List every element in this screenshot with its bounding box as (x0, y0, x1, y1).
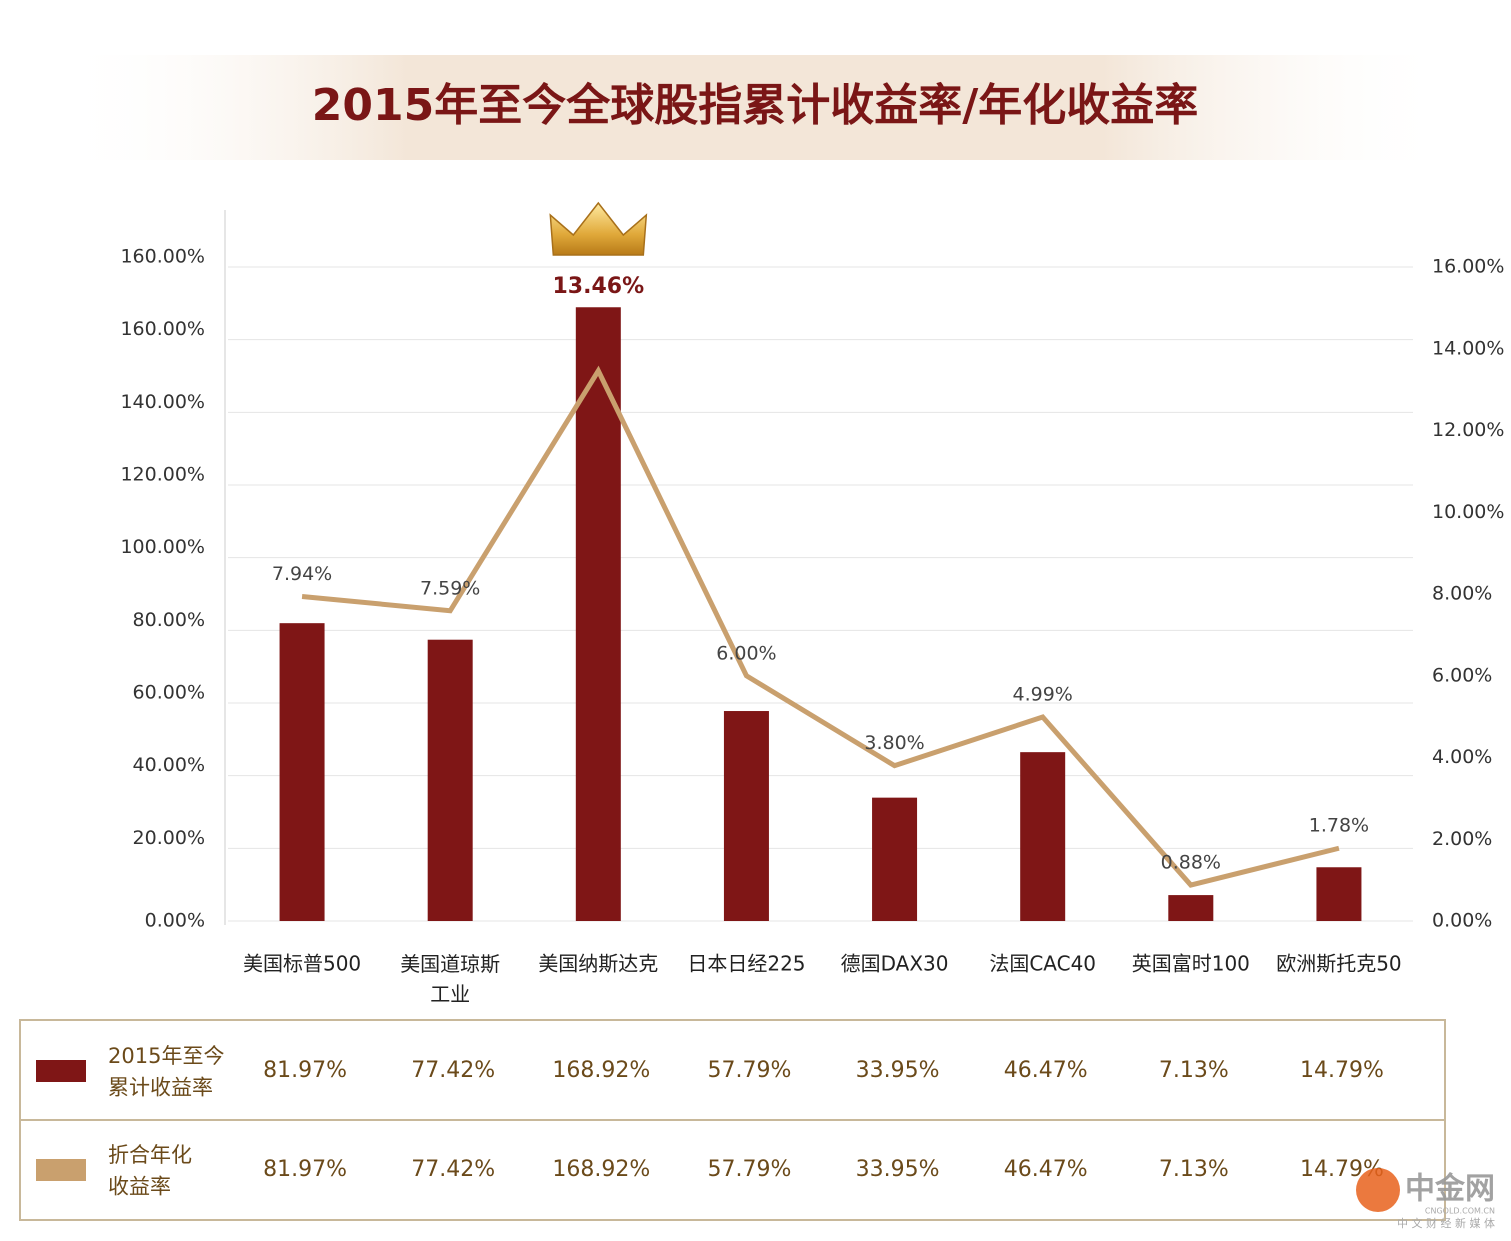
data-label: 3.80% (864, 732, 924, 754)
data-label: 0.88% (1161, 852, 1221, 874)
data-label: 7.94% (272, 563, 332, 585)
data-label: 6.00% (716, 642, 776, 664)
legend-label: 折合年化收益率 (108, 1143, 192, 1199)
y2-tick-label: 10.00% (1432, 501, 1504, 523)
x-tick-label: 美国道琼斯工业 (400, 952, 500, 1006)
x-tick-label: 法国CAC40 (989, 952, 1096, 976)
table-cell: 81.97% (263, 1157, 347, 1182)
table-cell: 33.95% (856, 1058, 940, 1083)
chart-title: 2015年至今全球股指累计收益率/年化收益率 (312, 80, 1199, 131)
bar (427, 639, 473, 921)
watermark-slogan: 中 文 财 经 新 媒 体 (1397, 1216, 1495, 1230)
y-tick-label: 20.00% (133, 827, 205, 849)
y-tick-label: 100.00% (120, 536, 205, 558)
table-cell: 168.92% (552, 1058, 650, 1083)
table-cell: 77.42% (411, 1157, 495, 1182)
bar (1020, 752, 1066, 921)
data-label: 1.78% (1309, 815, 1369, 837)
x-tick-label: 欧洲斯托克50 (1276, 952, 1401, 976)
y-tick-label: 140.00% (120, 391, 205, 413)
y2-tick-label: 8.00% (1432, 583, 1492, 605)
y-tick-label: 160.00% (120, 246, 205, 268)
bar (872, 797, 918, 921)
line (301, 365, 1340, 888)
y-tick-label: 0.00% (145, 910, 205, 932)
y2-tick-label: 0.00% (1432, 910, 1492, 932)
watermark-logo (1356, 1168, 1400, 1212)
watermark-domain: CNGOLD.COM.CN (1425, 1207, 1495, 1216)
x-tick-label: 美国标普500 (243, 952, 361, 976)
data-label: 7.59% (420, 577, 480, 599)
crown (549, 201, 648, 256)
bar (575, 307, 621, 921)
legend-swatch (36, 1060, 86, 1082)
bar (723, 711, 769, 921)
table-cell: 57.79% (707, 1157, 791, 1182)
y2-tick-label: 14.00% (1432, 337, 1504, 359)
y2-tick-label: 16.00% (1432, 256, 1504, 278)
y-tick-label: 120.00% (120, 464, 205, 486)
x-tick-label: 日本日经225 (687, 952, 805, 976)
title-band (60, 55, 1450, 160)
watermark-name: 中金网 (1405, 1172, 1495, 1207)
table-cell: 46.47% (1004, 1157, 1088, 1182)
y2-tick-label: 4.00% (1432, 746, 1492, 768)
data-label: 4.99% (1013, 684, 1073, 706)
legend-label: 2015年至今累计收益率 (108, 1044, 224, 1100)
table-cell: 81.97% (263, 1058, 347, 1083)
data-label: 13.46% (552, 274, 644, 299)
y2-tick-label: 6.00% (1432, 664, 1492, 686)
table-cell: 7.13% (1159, 1058, 1229, 1083)
y2-tick-label: 12.00% (1432, 419, 1504, 441)
x-tick-label: 美国纳斯达克 (538, 952, 658, 976)
y2-tick-label: 2.00% (1432, 828, 1492, 850)
legend-swatch (36, 1159, 86, 1181)
y-tick-label: 40.00% (133, 754, 205, 776)
bar (1316, 867, 1362, 921)
table-cell: 77.42% (411, 1058, 495, 1083)
x-tick-label: 英国富时100 (1132, 952, 1250, 976)
table-cell: 168.92% (552, 1157, 650, 1182)
y-tick-label: 80.00% (133, 609, 205, 631)
y-tick-label: 60.00% (133, 682, 205, 704)
table-cell: 7.13% (1159, 1157, 1229, 1182)
table-cell: 46.47% (1004, 1058, 1088, 1083)
table-cell: 57.79% (707, 1058, 791, 1083)
bar (279, 623, 325, 921)
bar (1168, 895, 1214, 921)
table-cell: 14.79% (1300, 1058, 1384, 1083)
x-tick-label: 德国DAX30 (841, 952, 949, 976)
y-tick-label: 160.00% (120, 318, 205, 340)
table-cell: 33.95% (856, 1157, 940, 1182)
